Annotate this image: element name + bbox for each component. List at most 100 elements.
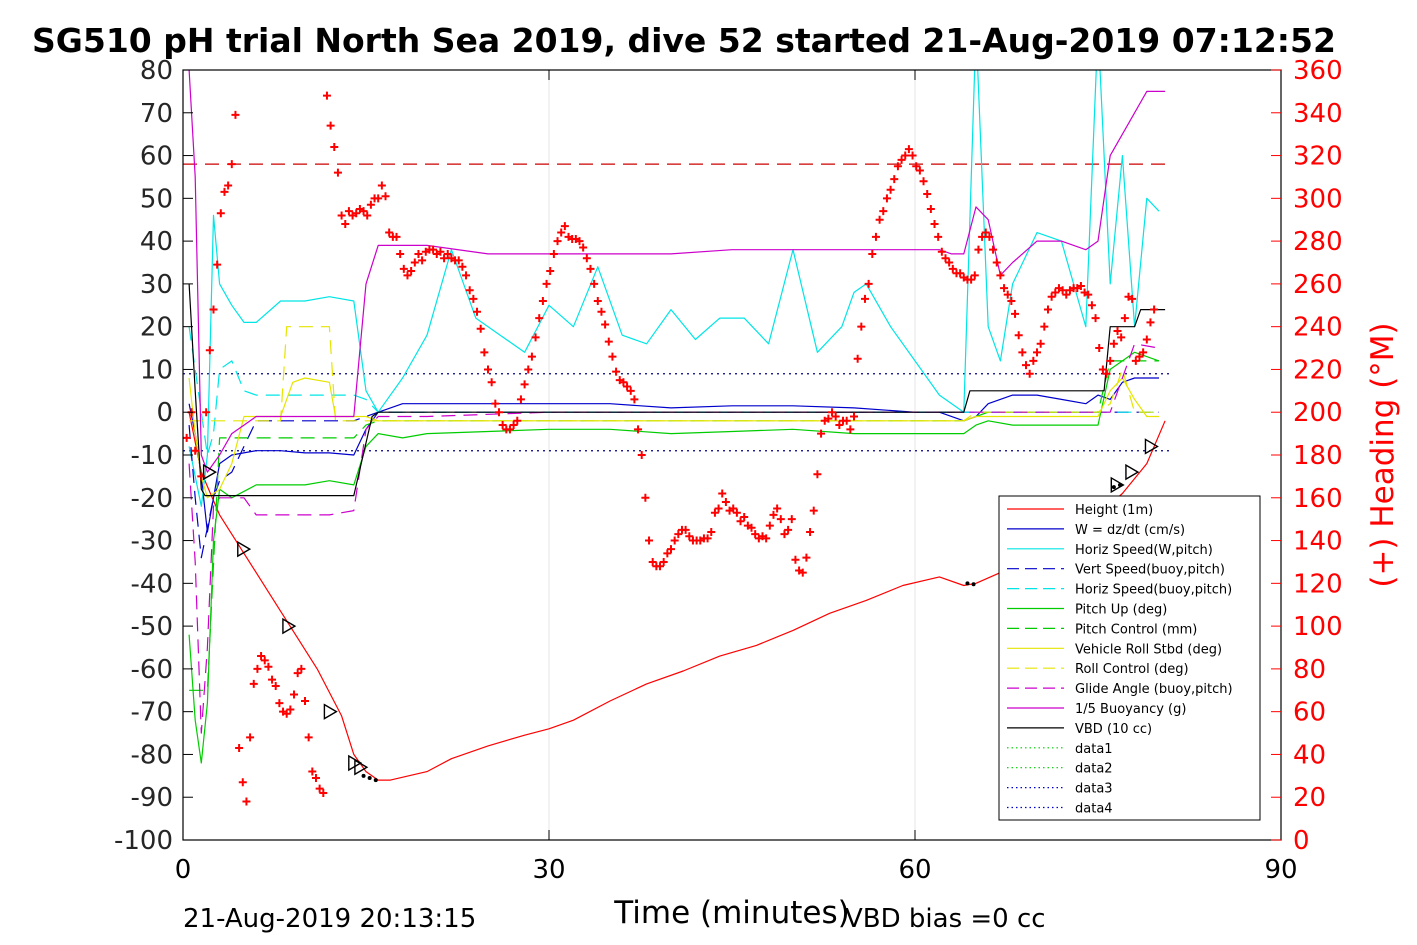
heading-point bbox=[304, 733, 313, 742]
heading-point bbox=[798, 568, 807, 577]
heading-point bbox=[996, 271, 1005, 280]
heading-point bbox=[1062, 290, 1071, 299]
x-tick-label: 60 bbox=[898, 855, 931, 885]
heading-point bbox=[915, 166, 924, 175]
turn-dot bbox=[367, 775, 372, 780]
heading-point bbox=[897, 155, 906, 164]
heading-point bbox=[871, 232, 880, 241]
heading-point bbox=[575, 237, 584, 246]
heading-point bbox=[366, 200, 375, 209]
heading-point bbox=[784, 525, 793, 534]
heading-point bbox=[410, 258, 419, 267]
heading-point bbox=[740, 513, 749, 522]
heading-point bbox=[220, 187, 229, 196]
y-left-tick-label: -100 bbox=[114, 826, 173, 856]
heading-point bbox=[260, 656, 269, 665]
heading-point bbox=[1146, 318, 1155, 327]
turn-dot bbox=[373, 778, 378, 783]
y-right-tick-label: 100 bbox=[1293, 612, 1343, 642]
heading-point bbox=[374, 194, 383, 203]
heading-point bbox=[992, 258, 1001, 267]
heading-point bbox=[934, 232, 943, 241]
legend: Height (1m) W = dz/dt (cm/s) Horiz Speed(W… bbox=[998, 495, 1261, 821]
heading-point bbox=[904, 145, 913, 154]
heading-point bbox=[769, 510, 778, 519]
heading-point bbox=[330, 143, 339, 151]
heading-point bbox=[619, 378, 628, 387]
heading-point bbox=[319, 788, 328, 797]
heading-point bbox=[484, 365, 492, 374]
y-right-tick-label: 240 bbox=[1293, 313, 1343, 343]
heading-point bbox=[802, 553, 811, 562]
heading-point bbox=[981, 228, 990, 237]
heading-point bbox=[454, 256, 463, 265]
heading-point bbox=[385, 228, 394, 237]
legend-box bbox=[998, 495, 1261, 821]
heading-point bbox=[213, 260, 222, 269]
y-left-tick-label: -80 bbox=[131, 740, 173, 770]
heading-point bbox=[538, 297, 547, 305]
heading-point bbox=[707, 528, 716, 536]
heading-point bbox=[923, 190, 932, 199]
heading-point bbox=[290, 690, 299, 699]
y-left-tick-label: -20 bbox=[131, 484, 173, 514]
y-right-tick-label: 160 bbox=[1293, 484, 1343, 514]
series-line bbox=[188, 70, 1160, 507]
heading-point bbox=[487, 378, 496, 387]
legend-label: Horiz Speed(W,pitch) bbox=[1075, 543, 1213, 558]
heading-point bbox=[505, 425, 514, 434]
y-left-tick-label: -10 bbox=[131, 441, 173, 471]
heading-point bbox=[1033, 348, 1041, 357]
y-left-tick-label: 30 bbox=[140, 270, 173, 300]
heading-point bbox=[948, 264, 957, 273]
heading-point bbox=[337, 211, 346, 220]
turn-marker bbox=[354, 759, 369, 776]
heading-point bbox=[246, 733, 255, 742]
heading-point bbox=[1022, 361, 1031, 370]
y-right-tick-label: 180 bbox=[1293, 441, 1343, 471]
heading-point bbox=[363, 211, 372, 220]
heading-point bbox=[641, 493, 650, 502]
heading-point bbox=[1014, 331, 1023, 340]
heading-point bbox=[282, 709, 291, 718]
legend-label: Horiz Speed(buoy,pitch) bbox=[1075, 583, 1232, 598]
heading-point bbox=[1087, 301, 1096, 310]
turn-dot bbox=[971, 582, 976, 587]
heading-point bbox=[359, 207, 368, 216]
heading-point bbox=[787, 515, 796, 524]
reference-lines bbox=[183, 163, 1171, 452]
heading-point bbox=[831, 412, 840, 421]
heading-point bbox=[509, 421, 518, 430]
heading-point bbox=[721, 498, 730, 507]
heading-point bbox=[612, 367, 621, 376]
legend-label: W = dz/dt (cm/s) bbox=[1075, 523, 1185, 538]
heading-point bbox=[659, 557, 668, 566]
heading-point bbox=[912, 162, 921, 171]
legend-label: data2 bbox=[1075, 762, 1113, 777]
heading-point bbox=[242, 797, 251, 806]
heading-point bbox=[286, 705, 295, 714]
heading-point bbox=[377, 181, 386, 190]
heading-point bbox=[1043, 305, 1052, 314]
heading-point bbox=[674, 530, 683, 539]
turn-markers bbox=[202, 438, 1159, 783]
y-left-tick-label: 10 bbox=[140, 355, 173, 385]
legend-label: data3 bbox=[1075, 782, 1113, 797]
heading-point bbox=[224, 181, 233, 190]
heading-point bbox=[930, 220, 939, 228]
heading-point bbox=[597, 307, 606, 316]
heading-point bbox=[443, 249, 452, 258]
heading-point bbox=[264, 662, 273, 671]
y-right-tick-label: 120 bbox=[1293, 569, 1343, 599]
heading-point bbox=[1113, 326, 1122, 335]
heading-point bbox=[535, 314, 544, 323]
heading-point bbox=[978, 232, 987, 241]
heading-point bbox=[253, 664, 262, 673]
heading-point bbox=[257, 652, 266, 661]
y-axis-right-label: (+) Heading (°M) bbox=[1365, 322, 1401, 587]
heading-point bbox=[462, 271, 471, 280]
heading-point bbox=[634, 425, 643, 434]
heading-point bbox=[469, 294, 478, 303]
heading-point bbox=[308, 767, 317, 776]
series-line bbox=[188, 377, 1159, 533]
